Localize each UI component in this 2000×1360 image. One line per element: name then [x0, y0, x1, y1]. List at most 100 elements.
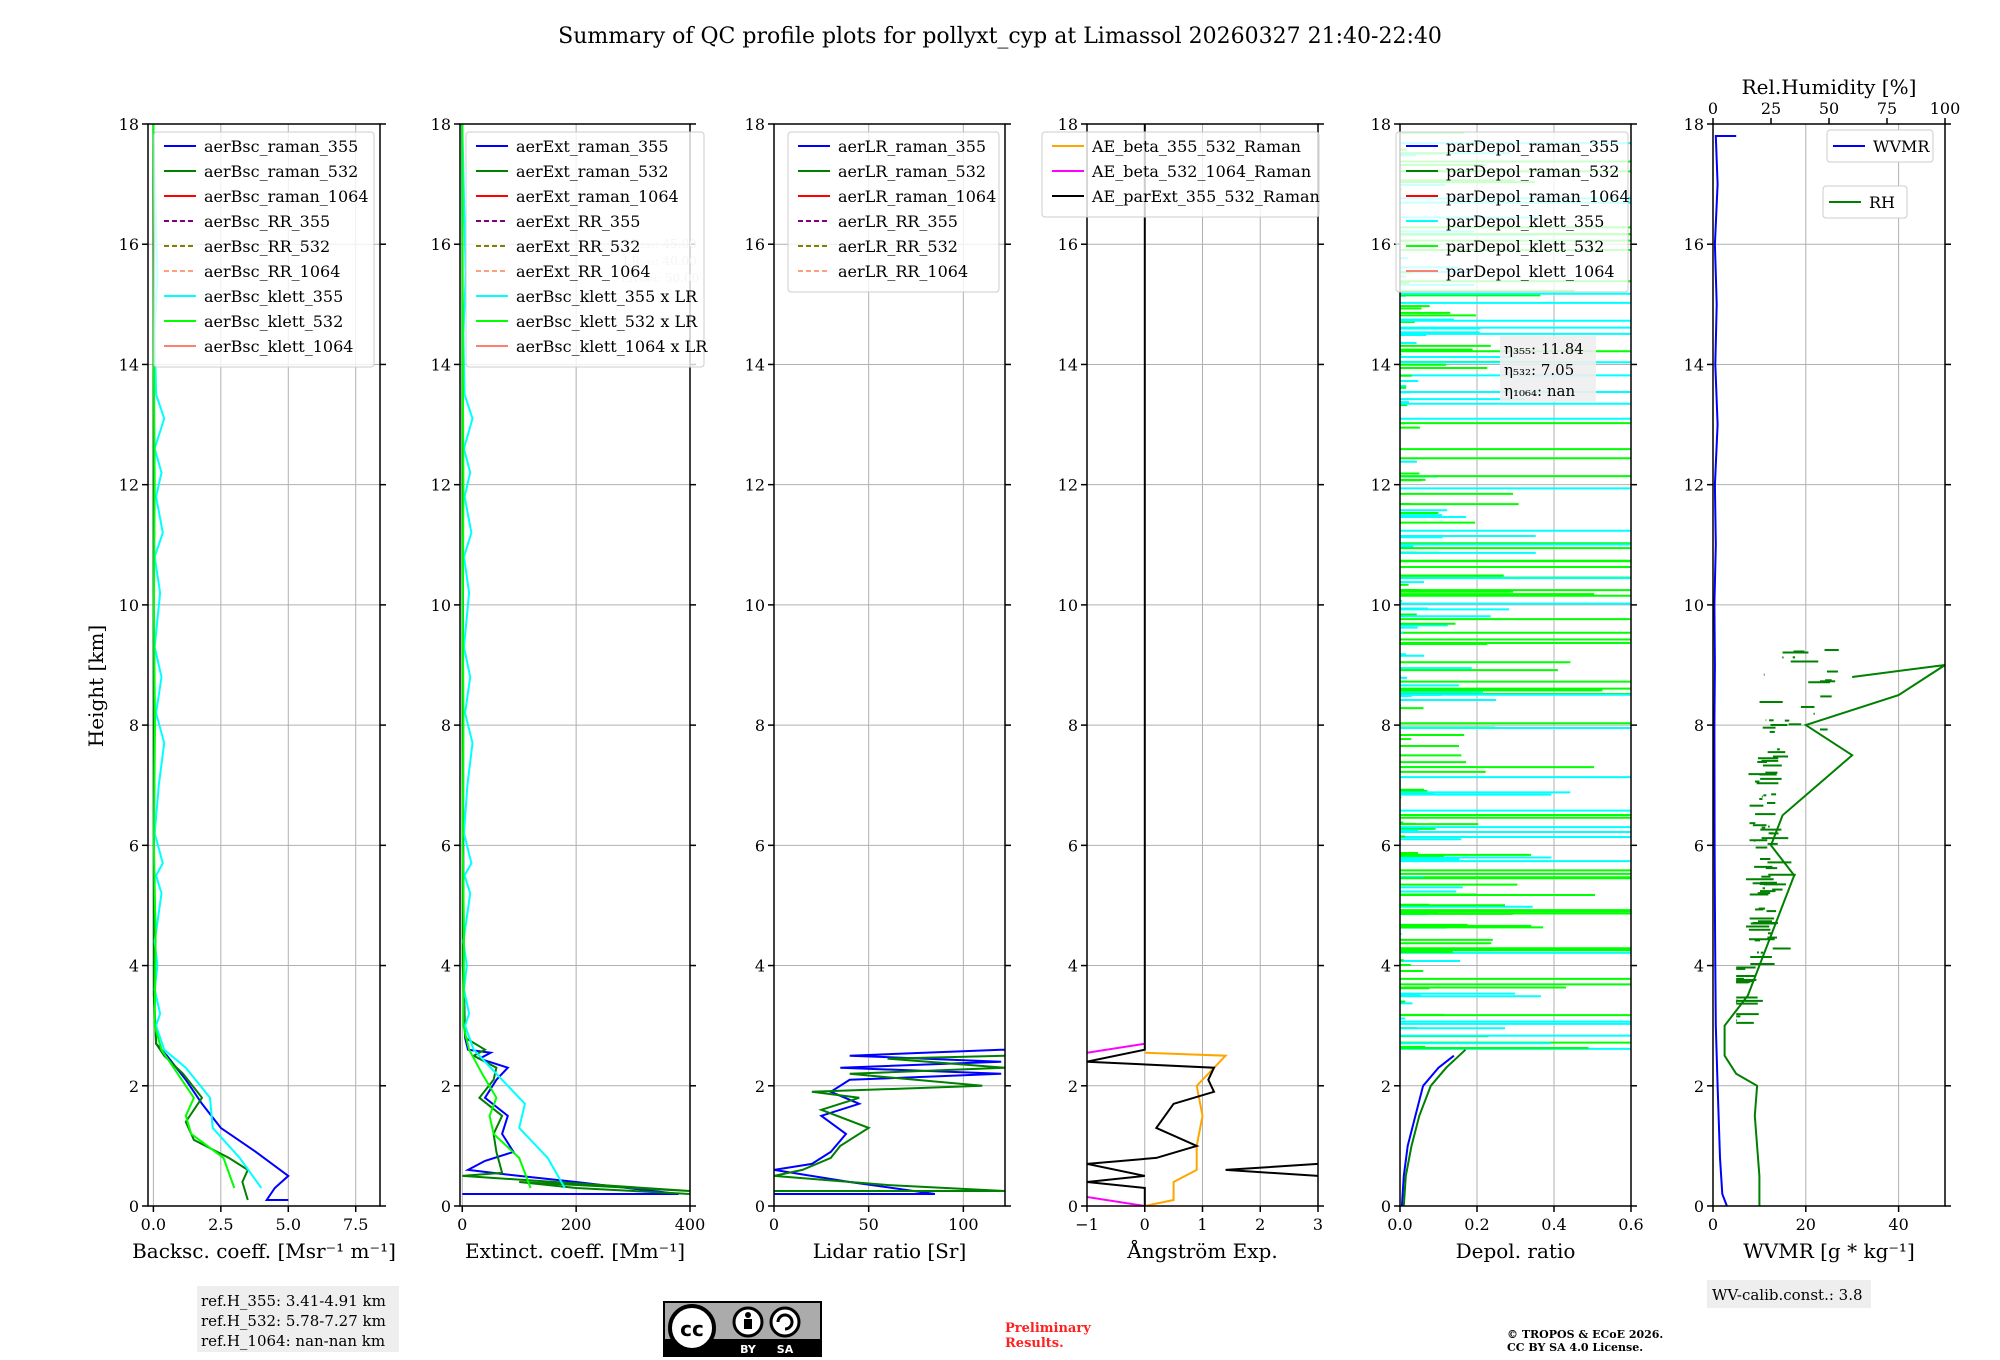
y-tick-label: 0	[1068, 1197, 1078, 1216]
legend-entry: aerExt_raman_532	[516, 162, 669, 181]
y-tick-label: 6	[1694, 836, 1704, 855]
eta-annotation: η₃₅₅: 11.84 η₅₃₂: 7.05 η₁₀₆₄: nan	[1500, 336, 1596, 402]
y-tick-label: 14	[119, 355, 139, 374]
y-tick-label: 10	[745, 596, 765, 615]
legend-entry: AE_beta_532_1064_Raman	[1091, 162, 1311, 181]
x-axis-label: Extinct. coeff. [Mm⁻¹]	[465, 1239, 685, 1263]
y-tick-label: 4	[755, 957, 765, 976]
legend: aerLR_raman_355 aerLR_raman_532 aerLR_rama…	[787, 131, 1000, 293]
y-axis-label: Height [km]	[84, 625, 108, 747]
axis-frame	[773, 123, 1006, 1207]
y-tick-label: 2	[755, 1077, 765, 1096]
svg-text:cc: cc	[680, 1317, 704, 1341]
x-axis-label: Depol. ratio	[1456, 1239, 1576, 1263]
x-tick-label: 20	[1796, 1215, 1816, 1234]
y-tick-label: 18	[1371, 115, 1391, 134]
series-wvmr	[1713, 135, 1737, 1206]
legend-entry: aerLR_raman_355	[838, 137, 986, 156]
panel-lr: 0 2 4 6 8 10 12 14 16 18 0 50 100 Lidar ratio [Sr] aer…	[745, 115, 1011, 1263]
legend-entry: aerExt_RR_1064	[516, 262, 651, 281]
y-tick-label: 16	[1058, 235, 1078, 254]
y-tick-label: 16	[119, 235, 139, 254]
note-line: ref.H_355: 3.41-4.91 km	[201, 1292, 386, 1310]
y-tick-label: 12	[1058, 476, 1078, 495]
legend: WVMR RH	[1822, 129, 1934, 219]
note-box	[197, 1286, 399, 1352]
legend-entry: aerLR_raman_532	[838, 162, 986, 181]
plot-area	[774, 1048, 1005, 1195]
legend: AE_beta_355_532_Raman AE_beta_532_1064_Ra…	[1041, 131, 1320, 218]
legend-entry: aerLR_RR_1064	[838, 262, 968, 281]
annotation-box	[1500, 336, 1596, 402]
legend: parDepol_raman_355 parDepol_raman_532 parD…	[1395, 131, 1630, 293]
panel-ext: 0 2 4 6 8 10 12 14 16 18 0 200 400 Extinct. coeff. [M…	[431, 115, 709, 1263]
legend-entry: aerExt_raman_355	[516, 137, 669, 156]
series-aerbsc-raman-532	[152, 124, 250, 1201]
top-tick-label: 0	[1708, 99, 1718, 118]
series-aerext-raman-355	[461, 124, 679, 1195]
legend-entry: aerBsc_klett_1064	[204, 337, 353, 356]
y-tick-label: 16	[431, 235, 451, 254]
x-axis-label: Backsc. coeff. [Msr⁻¹ m⁻¹]	[132, 1239, 396, 1263]
y-tick-label: 18	[1684, 115, 1704, 134]
x-tick-label: 0	[1140, 1215, 1150, 1234]
x-tick-label: 50	[858, 1215, 878, 1234]
x-tick-label: 0.6	[1618, 1215, 1643, 1234]
legend-entry: aerBsc_klett_532	[204, 312, 343, 331]
panel-bsc: 0 2 4 6 8 10 12 14 16 18 0.0 2.5 5.0 7.5 Backsc. coeff…	[119, 115, 399, 1352]
x-tick-label: 7.5	[343, 1215, 368, 1234]
y-tick-label: 0	[1694, 1197, 1704, 1216]
plot-area	[152, 124, 290, 1201]
y-tick-label: 16	[745, 235, 765, 254]
x-axis-label: Ångström Exp.	[1126, 1238, 1277, 1263]
legend-box	[1826, 129, 1934, 163]
top-axis-label: Rel.Humidity [%]	[1742, 75, 1917, 99]
series-pardepol-raman-355	[1400, 1054, 1455, 1206]
series-ae-beta-532-1064-raman	[1087, 1042, 1145, 1054]
y-tick-label: 14	[1371, 355, 1391, 374]
series-aerext-raman-532	[461, 124, 690, 1195]
cc-license-badge: cc BY SA	[663, 1301, 822, 1357]
y-tick-label: 0	[129, 1197, 139, 1216]
y-tick-label: 0	[1381, 1197, 1391, 1216]
y-tick-label: 8	[129, 716, 139, 735]
y-tick-label: 12	[119, 476, 139, 495]
y-tick-label: 4	[1381, 957, 1391, 976]
y-tick-label: 12	[1684, 476, 1704, 495]
legend-entry: parDepol_raman_355	[1446, 137, 1619, 156]
y-tick-label: 8	[1694, 716, 1704, 735]
x-tick-label: 0.4	[1541, 1215, 1566, 1234]
legend-entry: aerBsc_RR_532	[204, 237, 330, 256]
legend-entry: aerExt_RR_532	[516, 237, 640, 256]
y-tick-label: 10	[1684, 596, 1704, 615]
x-tick-label: 0	[769, 1215, 779, 1234]
svg-text:BY: BY	[740, 1343, 757, 1356]
legend-entry: aerLR_raman_1064	[838, 187, 996, 206]
y-tick-label: 8	[441, 716, 451, 735]
preliminary-note: Preliminary	[1005, 1321, 1091, 1336]
y-tick-label: 10	[1058, 596, 1078, 615]
y-tick-label: 14	[1684, 355, 1704, 374]
legend-entry: aerBsc_klett_1064 x LR	[516, 337, 708, 356]
figure-title: Summary of QC profile plots for pollyxt_…	[558, 24, 1442, 49]
y-tick-label: 8	[1068, 716, 1078, 735]
legend-entry: aerBsc_klett_532 x LR	[516, 312, 698, 331]
series-aerlr-raman-532	[774, 1054, 1005, 1192]
top-tick-label: 75	[1877, 99, 1897, 118]
x-tick-label: 400	[675, 1215, 706, 1234]
legend-box	[465, 131, 705, 368]
y-tick-label: 16	[1371, 235, 1391, 254]
series-ae-parext-355-532-raman	[1225, 1162, 1318, 1177]
legend-entry: aerBsc_raman_1064	[204, 187, 369, 206]
note-line: ref.H_1064: nan-nan km	[201, 1332, 385, 1350]
x-axis-label: Lidar ratio [Sr]	[813, 1239, 967, 1263]
x-tick-label: 3	[1313, 1215, 1323, 1234]
x-tick-label: 200	[561, 1215, 592, 1234]
y-tick-label: 18	[745, 115, 765, 134]
note-box	[1707, 1280, 1871, 1308]
legend-entry: AE_beta_355_532_Raman	[1091, 137, 1301, 156]
legend-entry: aerBsc_raman_532	[204, 162, 358, 181]
plot-area	[1400, 131, 1631, 1206]
axis-frame	[1712, 123, 1946, 1207]
